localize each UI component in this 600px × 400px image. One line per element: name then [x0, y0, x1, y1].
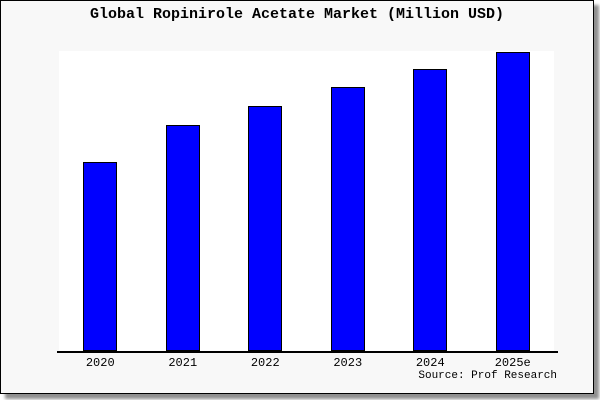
chart-title: Global Ropinirole Acetate Market (Millio…	[89, 6, 505, 23]
x-axis-label-2022: 2022	[250, 356, 280, 370]
bar-2022	[248, 106, 283, 351]
bar-2025e	[495, 52, 530, 351]
source-note: Source: Prof Research	[418, 370, 557, 382]
x-axis-line	[57, 351, 558, 353]
bar-2023	[330, 87, 365, 351]
bar-2024	[413, 69, 448, 351]
chart-canvas: Global Ropinirole Acetate Market (Millio…	[0, 0, 594, 394]
bar-2021	[165, 125, 200, 351]
x-axis-label-2023: 2023	[333, 356, 363, 370]
x-axis-label-2024: 2024	[415, 356, 445, 370]
x-axis-label-2020: 2020	[85, 356, 115, 370]
bar-2020	[83, 162, 118, 351]
x-axis-labels: 2020 2021 2022 2023 2024 2025e	[59, 356, 554, 370]
x-axis-label-2021: 2021	[168, 356, 198, 370]
x-axis-label-2025e: 2025e	[494, 356, 531, 370]
plot-area	[59, 51, 554, 351]
